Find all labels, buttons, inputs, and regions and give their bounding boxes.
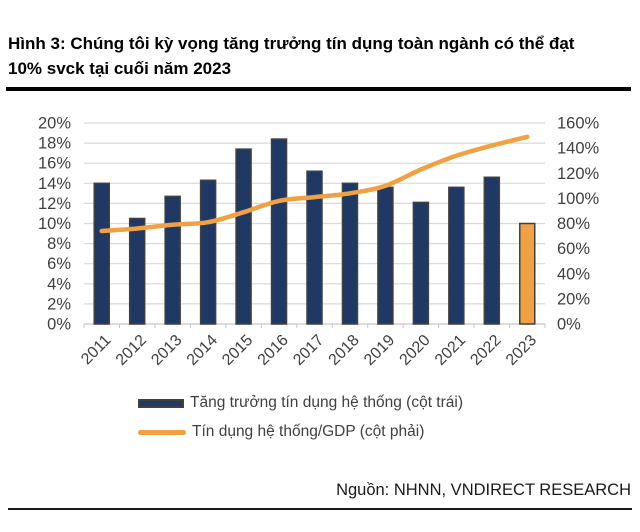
y-left-tick-label: 12%: [38, 195, 71, 213]
y-left-tick-label: 0%: [47, 316, 71, 334]
chart-legend: Tăng trưởng tín dụng hệ thống (cột trái)…: [138, 394, 463, 441]
x-axis-label-2018: 2018: [326, 332, 363, 369]
legend-label-bar-series: Tăng trưởng tín dụng hệ thống (cột trái): [190, 394, 463, 411]
bar-2019: [377, 186, 394, 325]
y-left-tick-label: 6%: [47, 255, 71, 273]
bar-2017: [306, 170, 323, 325]
y-right-tick-label: 0%: [557, 316, 581, 334]
bar-2014: [199, 179, 217, 325]
title-divider: [6, 87, 631, 91]
bar-2022: [483, 176, 501, 325]
y-left-tick-label: 10%: [38, 215, 71, 233]
bar-2011: [93, 182, 110, 325]
y-right-tick-label: 140%: [557, 140, 600, 158]
x-axis-label-2012: 2012: [113, 332, 150, 369]
source-attribution: Nguồn: NHNN, VNDIRECT RESEARCH: [336, 481, 631, 499]
y-right-tick-label: 60%: [557, 240, 590, 258]
x-axis-label-2015: 2015: [219, 332, 256, 369]
y-right-tick-label: 100%: [557, 190, 600, 208]
y-right-tick-label: 80%: [557, 215, 590, 233]
y-left-tick-label: 18%: [38, 135, 71, 153]
bar-2020: [412, 201, 430, 325]
bar-2021: [448, 186, 465, 325]
bar-series-swatch: [138, 398, 184, 408]
y-right-tick-label: 40%: [557, 265, 590, 283]
y-left-tick-label: 8%: [47, 235, 71, 253]
legend-label-line-series: Tín dụng hệ thống/GDP (cột phải): [192, 423, 425, 440]
x-axis-label-2023: 2023: [503, 332, 540, 369]
x-axis-label-2011: 2011: [78, 332, 114, 368]
bar-2012: [128, 217, 146, 325]
x-axis-label-2013: 2013: [148, 332, 185, 369]
bar-2016: [270, 138, 288, 325]
y-left-tick-label: 2%: [47, 295, 71, 313]
y-right-tick-label: 20%: [557, 290, 590, 308]
credit-to-gdp-line: [99, 134, 530, 234]
bar-2013: [164, 195, 181, 325]
legend-item-bar-series: Tăng trưởng tín dụng hệ thống (cột trái): [138, 394, 463, 412]
x-axis-label-2019: 2019: [361, 332, 398, 369]
x-axis-label-2022: 2022: [467, 332, 504, 369]
bar-2015: [235, 148, 252, 325]
bar-2023: [519, 222, 536, 325]
y-left-tick-label: 4%: [47, 275, 71, 293]
y-right-tick-label: 160%: [557, 115, 600, 133]
y-right-tick-label: 120%: [557, 165, 600, 183]
line-series-swatch: [138, 429, 186, 435]
x-axis-label-2020: 2020: [397, 332, 434, 369]
figure-title-line1: Hình 3: Chúng tôi kỳ vọng tăng trưởng tí…: [8, 34, 575, 53]
x-axis-label-2017: 2017: [290, 332, 327, 369]
y-left-tick-label: 14%: [38, 175, 71, 193]
x-axis-label-2014: 2014: [184, 332, 221, 369]
x-axis-label-2021: 2021: [432, 332, 469, 369]
y-left-tick-label: 20%: [38, 115, 71, 133]
legend-item-line-series: Tín dụng hệ thống/GDP (cột phải): [138, 423, 463, 441]
bottom-divider: [8, 508, 632, 510]
bar-2018: [341, 182, 359, 325]
y-left-tick-label: 16%: [38, 155, 71, 173]
chart-canvas: 0% 2% 4% 6% 8% 10% 12% 14% 16% 18% 20% 0% 20% 40% 60% 8…: [38, 115, 600, 369]
figure-title: Hình 3: Chúng tôi kỳ vọng tăng trưởng tí…: [8, 31, 636, 81]
figure-title-line2: 10% svck tại cuối năm 2023: [8, 59, 232, 78]
x-axis-label-2016: 2016: [255, 332, 292, 369]
